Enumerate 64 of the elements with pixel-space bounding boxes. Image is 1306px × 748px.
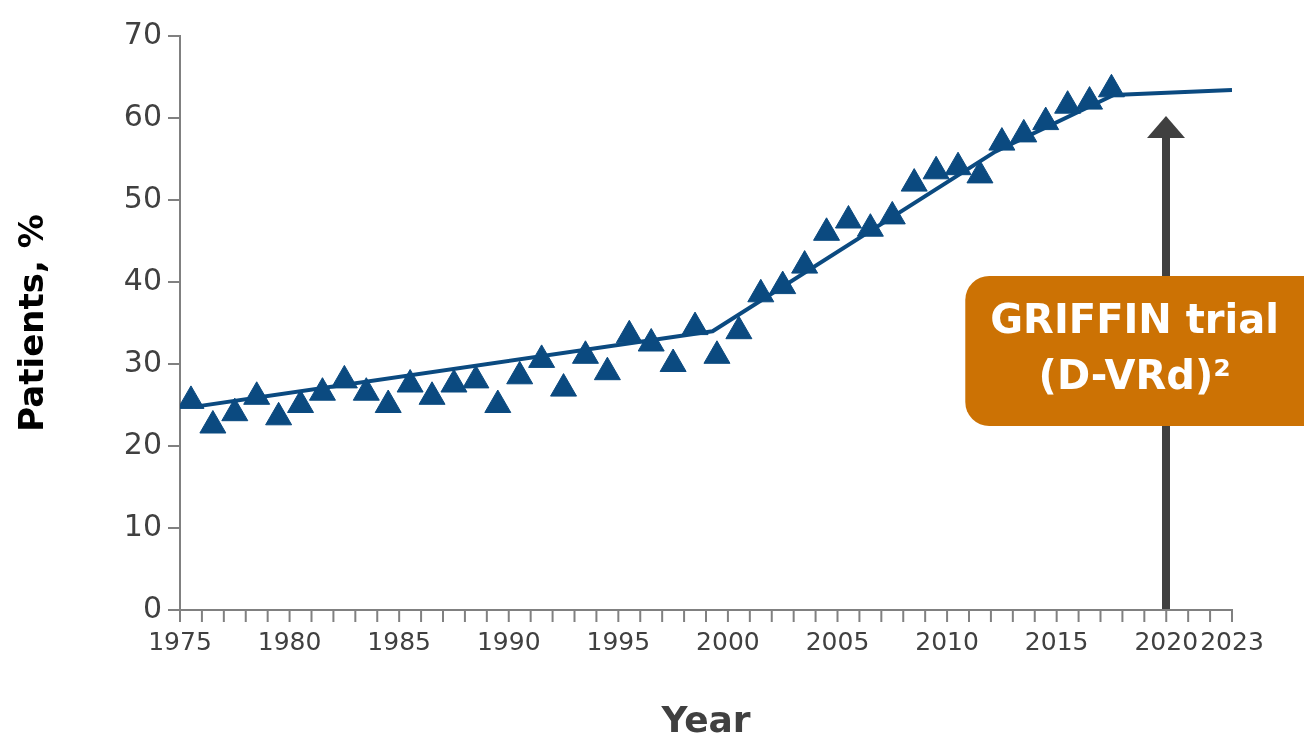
point [221, 397, 249, 422]
x-tick-label: 2020 [1134, 626, 1199, 656]
y-tick-label: 30 [123, 343, 162, 379]
point [330, 364, 358, 389]
x-tick-label: 1985 [367, 626, 431, 656]
point [1032, 106, 1060, 131]
point [1076, 86, 1104, 110]
point [878, 200, 906, 225]
y-tick-label: 10 [123, 507, 162, 543]
point [396, 369, 424, 393]
point [199, 410, 227, 434]
point [791, 250, 819, 274]
point [966, 159, 994, 184]
x-tick-label: 1995 [586, 626, 651, 656]
point [1010, 118, 1038, 143]
point [834, 205, 862, 229]
x-tick-label: 1990 [476, 626, 541, 656]
point [769, 270, 797, 295]
point [856, 213, 884, 237]
point [944, 151, 972, 176]
point [900, 168, 928, 192]
y-tick-label: 40 [123, 261, 162, 297]
point [703, 340, 731, 364]
point [308, 377, 336, 401]
point [528, 344, 556, 368]
y-tick-label: 20 [123, 425, 162, 461]
point [550, 373, 578, 397]
point [725, 315, 753, 340]
point [571, 340, 599, 364]
y-tick-label: 70 [123, 15, 162, 51]
x-tick-label: 2000 [696, 626, 760, 656]
point [637, 328, 665, 352]
x-tick-label: 2010 [915, 626, 979, 656]
x-tick-label: 2005 [805, 626, 870, 656]
point [681, 311, 709, 336]
point [988, 127, 1016, 151]
point [484, 389, 512, 413]
point [506, 360, 534, 385]
y-tick-label: 60 [123, 97, 162, 133]
point [243, 381, 271, 405]
point [813, 217, 841, 241]
point [593, 356, 621, 381]
point [747, 278, 775, 303]
point [287, 389, 315, 413]
point [659, 348, 687, 372]
x-tick-label: 1980 [257, 626, 322, 656]
point [462, 364, 490, 389]
point [374, 389, 402, 413]
point [615, 319, 643, 344]
x-tick-label: 2023 [1200, 626, 1264, 656]
ref-line-label: GRIFFIN trial (D-VRd)² [990, 296, 1279, 399]
y-axis-title: Patients, % [11, 214, 52, 432]
y-tick-label: 0 [142, 589, 162, 625]
point [418, 381, 446, 405]
y-tick-label: 50 [123, 179, 162, 215]
point [265, 401, 293, 426]
point [352, 377, 380, 401]
point [922, 155, 950, 180]
point [1097, 73, 1125, 98]
x-tick-label: 2015 [1024, 626, 1089, 656]
x-tick-label: 1975 [148, 626, 212, 656]
point [1054, 90, 1082, 114]
point [440, 369, 468, 393]
x-axis-title: Year [660, 698, 751, 740]
